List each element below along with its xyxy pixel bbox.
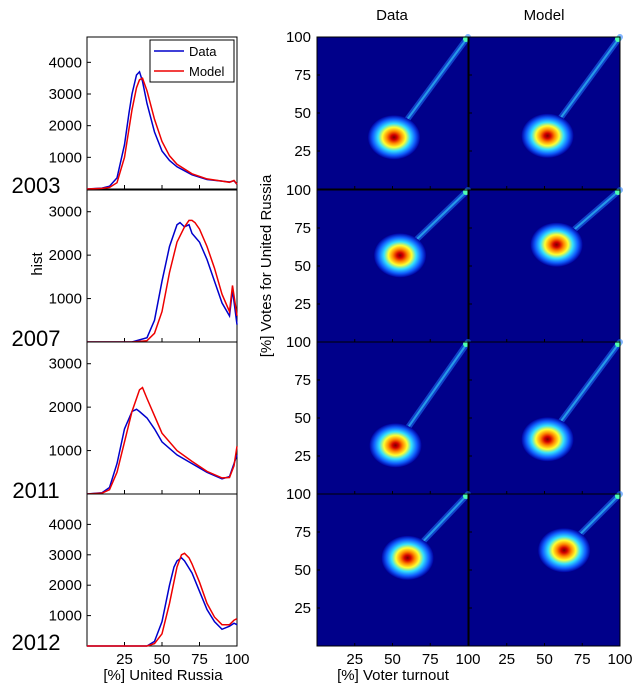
y-tick-label: 50 [294,410,311,427]
heatmap-panel-2011-model [468,339,623,495]
heatmap-panel-2012-data [316,491,471,647]
heatmap-panel-2007-model [468,187,623,343]
y-tick-label: 2000 [49,118,82,135]
legend: Data Model [149,39,235,83]
x-tick-label: 75 [422,651,439,668]
y-tick-label: 2000 [49,399,82,416]
y-tick-label: 3000 [49,204,82,221]
series-model-line [86,77,238,190]
y-tick-label: 3000 [49,547,82,564]
legend-label-model: Model [189,64,225,79]
hist-frame [86,189,238,343]
heatmap-panel-2003-data [316,34,471,190]
y-tick-label: 1000 [49,149,82,166]
y-tick-label: 1000 [49,443,82,460]
x-tick-label: 25 [498,651,515,668]
year-label-2007: 2007 [12,326,61,351]
density-peak [521,417,574,462]
heatmap-background [317,37,468,189]
y-tick-label: 75 [294,524,311,541]
density-peak [374,233,427,278]
x-tick-label: 25 [116,651,133,668]
series-data-line [87,556,238,647]
y-tick-label: 75 [294,67,311,84]
y-tick-label: 4000 [49,54,82,71]
x-tick-label: 100 [224,651,249,668]
year-label-2012: 2012 [12,630,61,655]
y-tick-label: 100 [286,182,311,199]
density-peak [369,423,422,468]
y-tick-label: 3000 [49,356,82,373]
heatmap-panel-2007-data [316,187,471,343]
hist-xlabel: [%] United Russia [103,667,223,684]
series-model-line [87,552,238,647]
y-tick-label: 100 [286,29,311,46]
x-tick-label: 100 [607,651,632,668]
x-tick-label: 50 [536,651,553,668]
y-tick-label: 75 [294,220,311,237]
year-label-2011: 2011 [12,478,59,503]
heatmap-panel-2012-model [468,491,623,647]
density-peak [368,115,421,160]
legend-box [149,39,235,83]
y-tick-label: 1000 [49,291,82,308]
heatmap-panel-2003-model [468,34,623,190]
x-tick-label: 50 [154,651,171,668]
heatmap-panels: 25 50 75 100 25 50 75 100 25 50 75 100 25 50 75 100 25 50… [286,29,633,668]
density-peak [530,222,583,267]
heatmap-background [469,37,620,189]
x-tick-label: 100 [455,651,480,668]
series-data-line [87,221,238,343]
heatmap-panel-2011-data [316,339,471,495]
x-tick-label: 75 [191,651,208,668]
y-tick-label: 25 [294,143,311,160]
density-peak [538,528,591,573]
y-tick-label: 50 [294,258,311,275]
hist-ylabel: hist [29,251,46,275]
y-tick-label: 100 [286,486,311,503]
y-tick-label: 2000 [49,577,82,594]
y-tick-label: 4000 [49,516,82,533]
legend-label-data: Data [189,44,217,59]
density-peak [521,113,574,158]
y-tick-label: 50 [294,562,311,579]
x-tick-label: 50 [384,651,401,668]
hist-panel-2011: 1000 2000 3000 [49,341,238,495]
histogram-panels: 1000200030004000200310002000300020071000… [12,36,250,668]
column-title-data: Data [376,7,408,24]
heatmap-background [317,342,468,494]
hist-frame [86,341,238,495]
series-model-line [87,219,238,343]
scatter-xlabel: [%] Voter turnout [337,667,450,684]
x-tick-label: 75 [574,651,591,668]
hist-panel-2007: 1000 2000 3000 [49,189,238,343]
column-title-model: Model [524,7,565,24]
y-tick-label: 100 [286,334,311,351]
y-tick-label: 25 [294,296,311,313]
hist-panel-2012: 1000 2000 3000 4000 [49,493,238,647]
y-tick-label: 1000 [49,608,82,625]
y-tick-label: 2000 [49,247,82,264]
y-tick-label: 25 [294,600,311,617]
scatter-ylabel: [%] Votes for United Russia [258,174,275,357]
year-label-2003: 2003 [12,173,61,198]
density-peak [381,535,434,580]
y-tick-label: 75 [294,372,311,389]
series-model-line [86,386,238,495]
y-tick-label: 3000 [49,86,82,103]
y-tick-label: 50 [294,105,311,122]
y-tick-label: 25 [294,448,311,465]
x-tick-label: 25 [346,651,363,668]
